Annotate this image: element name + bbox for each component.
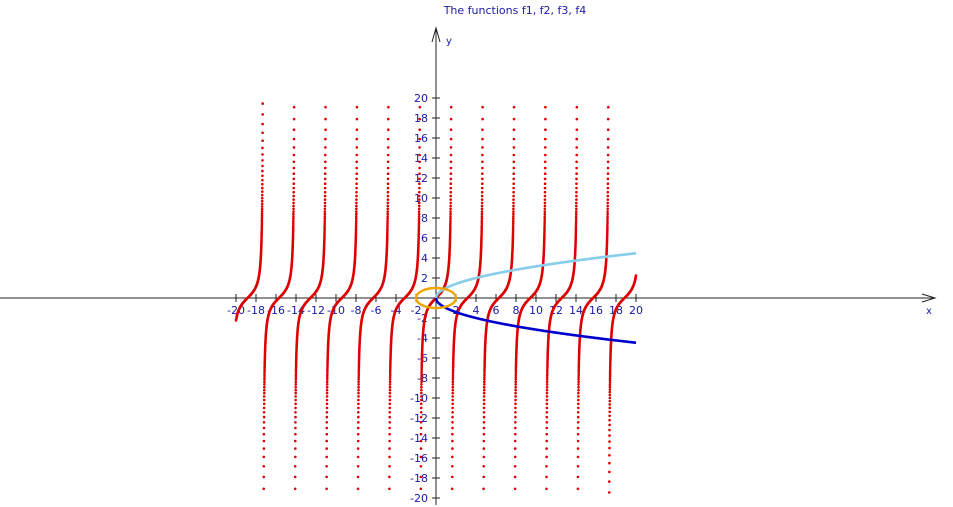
x-tick-label: 20 [629, 304, 643, 317]
y-tick-label: -20 [410, 492, 428, 505]
series-dark-blue [434, 297, 636, 344]
x-tick-label: -8 [351, 304, 362, 317]
x-tick-label: 8 [513, 304, 520, 317]
y-tick-label: -18 [410, 472, 428, 485]
red-curve-branch [325, 105, 359, 491]
red-curve-branch [293, 105, 327, 491]
y-axis-arrow [431, 26, 441, 43]
x-tick-label: 10 [529, 304, 543, 317]
x-axis-arrow [921, 293, 937, 303]
x-tick-label: 4 [473, 304, 480, 317]
y-tick-label: 6 [421, 232, 428, 245]
plot-curves [234, 102, 638, 494]
y-tick-label: 16 [414, 132, 428, 145]
y-tick-label: -16 [410, 452, 428, 465]
red-curve-branch [450, 105, 484, 491]
y-tick-label: 18 [414, 112, 428, 125]
x-tick-label: -12 [307, 304, 325, 317]
series-light-blue [434, 252, 636, 299]
red-curve-branch [513, 105, 547, 491]
y-axis: y [431, 26, 452, 505]
y-ticks: -20-18-16-14-12-10-8-6-4-224681012141618… [410, 92, 440, 505]
y-tick-label: -8 [417, 372, 428, 385]
y-tick-label: -2 [417, 312, 428, 325]
red-curve-branch [482, 105, 516, 491]
red-curve-branch [356, 105, 390, 491]
y-tick-label: 14 [414, 152, 428, 165]
y-tick-label: -10 [410, 392, 428, 405]
y-axis-label: y [446, 36, 452, 47]
x-tick-label: -18 [247, 304, 265, 317]
series-orange-ellipse [414, 286, 458, 310]
red-curve-branch [576, 105, 610, 491]
chart-title: The functions f1, f2, f3, f4 [443, 4, 587, 17]
red-curve-branch [388, 105, 422, 491]
y-tick-label: 2 [421, 272, 428, 285]
x-tick-label: 16 [589, 304, 603, 317]
red-curve-branch [608, 274, 638, 494]
y-tick-label: -12 [410, 412, 428, 425]
x-tick-label: -6 [371, 304, 382, 317]
y-tick-label: 20 [414, 92, 428, 105]
y-tick-label: -14 [410, 432, 428, 445]
red-curve-branch [234, 102, 265, 322]
y-tick-label: 8 [421, 212, 428, 225]
y-tick-label: 12 [414, 172, 428, 185]
x-axis-label: x [926, 306, 932, 317]
series-red-dotted [234, 102, 638, 494]
y-tick-label: 10 [414, 192, 428, 205]
red-curve-branch [262, 105, 296, 491]
red-curve-branch [545, 105, 579, 491]
x-tick-label: 6 [493, 304, 500, 317]
y-tick-label: 4 [421, 252, 428, 265]
x-tick-label: 14 [569, 304, 583, 317]
x-tick-label: 2 [453, 304, 460, 317]
x-tick-label: -2 [411, 304, 422, 317]
